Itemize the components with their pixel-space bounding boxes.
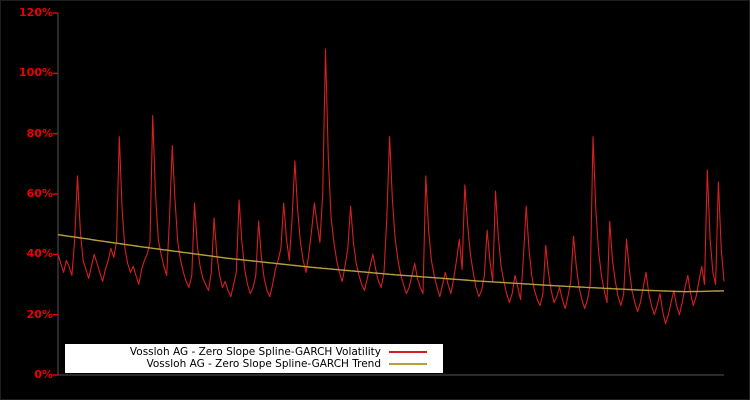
- legend-entry-label: Vossloh AG - Zero Slope Spline-GARCH Vol…: [129, 346, 381, 358]
- y-tick-label: 100%: [19, 66, 53, 80]
- legend-entry: Vossloh AG - Zero Slope Spline-GARCH Vol…: [73, 346, 435, 358]
- legend-line-swatch: [389, 363, 427, 365]
- legend-line-swatch: [389, 351, 427, 353]
- y-tick-label: 80%: [26, 126, 53, 140]
- legend-entry-label: Vossloh AG - Zero Slope Spline-GARCH Tre…: [146, 358, 381, 370]
- y-tick-label: 0%: [34, 368, 53, 381]
- trend-line: [57, 234, 725, 293]
- legend-box: Vossloh AG - Zero Slope Spline-GARCH Vol…: [65, 344, 443, 373]
- y-tick-label: 120%: [19, 6, 53, 19]
- y-tick-label: 40%: [26, 247, 53, 261]
- y-tick-label: 20%: [26, 307, 53, 321]
- legend-entry: Vossloh AG - Zero Slope Spline-GARCH Tre…: [73, 358, 435, 370]
- volatility-line: [57, 48, 725, 325]
- y-tick-label: 60%: [26, 187, 53, 200]
